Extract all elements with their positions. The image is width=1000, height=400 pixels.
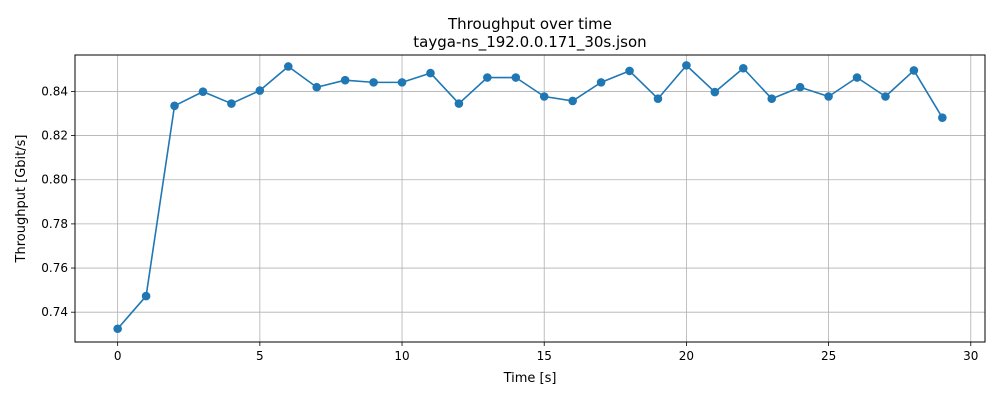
x-tick-label: 10 <box>394 349 409 363</box>
data-point <box>539 92 549 101</box>
y-tick-label: 0.78 <box>41 217 68 231</box>
data-point <box>852 73 862 82</box>
x-tick-label: 15 <box>537 349 552 363</box>
data-point <box>454 99 464 108</box>
data-point <box>198 87 208 96</box>
data-point <box>767 94 777 104</box>
plot-frame <box>74 54 986 343</box>
y-tick-label: 0.76 <box>41 261 68 275</box>
grid-lines <box>75 55 985 342</box>
data-point <box>227 99 236 108</box>
x-tick-label: 5 <box>256 349 264 363</box>
data-point <box>596 78 606 87</box>
data-point <box>312 82 322 92</box>
y-axis-ticks: 0.74 0.76 0.78 0.80 0.82 0.84 <box>41 84 75 319</box>
data-point <box>340 75 350 85</box>
chart-subtitle: tayga-ns_192.0.0.171_30s.json <box>413 33 646 52</box>
y-tick-label: 0.74 <box>41 305 68 319</box>
x-axis-ticks: 0 5 10 15 20 25 30 <box>114 342 978 363</box>
y-axis-label: Throughput [Gbit/s] <box>14 135 29 264</box>
data-point <box>682 61 691 70</box>
data-point <box>710 87 720 97</box>
x-tick-label: 25 <box>821 349 836 363</box>
data-point <box>113 324 122 334</box>
data-point <box>653 94 663 104</box>
data-point <box>824 92 833 101</box>
y-tick-label: 0.80 <box>41 173 68 187</box>
x-axis-label: Time [s] <box>503 371 557 386</box>
data-point <box>738 63 748 73</box>
x-tick-label: 30 <box>963 349 978 363</box>
chart-title: Throughput over time <box>447 15 612 33</box>
data-point <box>283 62 293 71</box>
data-point <box>625 66 634 76</box>
data-point <box>938 113 947 122</box>
data-point <box>795 82 805 92</box>
data-point <box>170 101 179 111</box>
series-layer <box>113 61 947 334</box>
data-point <box>255 86 265 95</box>
y-tick-label: 0.84 <box>41 84 68 98</box>
data-point <box>511 73 521 82</box>
data-point <box>369 78 378 87</box>
series-line <box>117 64 944 330</box>
data-point <box>141 291 151 301</box>
x-tick-label: 0 <box>114 349 122 363</box>
data-point <box>483 73 492 82</box>
y-tick-label: 0.82 <box>41 129 68 143</box>
data-point <box>909 66 919 75</box>
x-tick-label: 20 <box>679 349 694 363</box>
data-point <box>426 68 435 78</box>
data-point <box>881 92 890 101</box>
data-point <box>397 78 407 87</box>
data-point <box>568 96 577 106</box>
